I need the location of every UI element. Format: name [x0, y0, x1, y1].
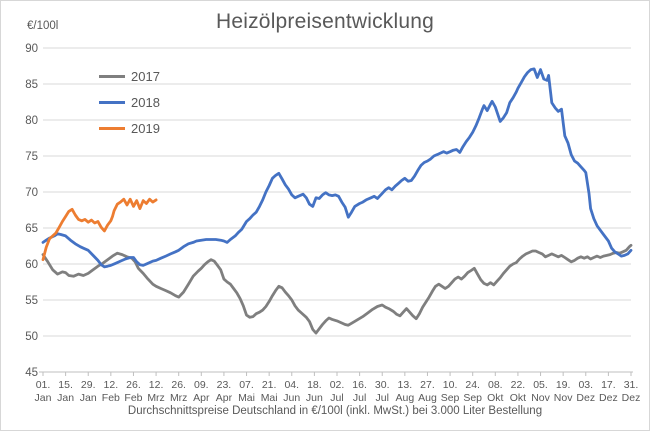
x-tick-label-day: 27. — [420, 379, 435, 391]
x-tick-label-day: 30. — [375, 379, 390, 391]
x-tick-label-month: Nov — [531, 392, 550, 404]
chart-caption: Durchschnittspreise Deutschland in €/100… — [127, 405, 543, 417]
x-tick-label-month: Jan — [80, 392, 97, 404]
legend-swatch-2017 — [99, 74, 125, 78]
x-tick-label-month: Apr — [193, 392, 210, 404]
x-tick-label-day: 18. — [307, 379, 322, 391]
x-tick-label-month: Jul — [376, 392, 389, 404]
x-tick-label-day: 31. — [624, 379, 639, 391]
x-tick-label-day: 19. — [556, 379, 571, 391]
legend-label: 2018 — [131, 94, 160, 110]
x-tick-label-day: 03. — [578, 379, 593, 391]
x-tick-label-day: 12. — [104, 379, 119, 391]
y-axis-unit-label: €/100l — [27, 20, 59, 32]
x-tick-label-day: 09. — [194, 379, 209, 391]
x-tick-label-day: 07. — [239, 379, 254, 391]
x-tick-label-day: 22. — [511, 379, 526, 391]
y-tick-label: 80 — [25, 115, 38, 127]
x-tick-label-day: 10. — [443, 379, 458, 391]
chart-legend: 2017 2018 2019 — [99, 63, 160, 141]
y-tick-label: 60 — [25, 259, 38, 271]
y-tick-label: 70 — [25, 187, 38, 199]
x-tick-label-month: Feb — [124, 392, 142, 404]
legend-item-2019: 2019 — [99, 115, 160, 141]
y-tick-label: 50 — [25, 331, 38, 343]
x-tick-label-month: Okt — [510, 392, 526, 404]
x-tick-label-month: Jul — [353, 392, 366, 404]
legend-swatch-2018 — [99, 100, 125, 104]
x-tick-label-day: 26. — [171, 379, 186, 391]
legend-label: 2019 — [131, 120, 160, 136]
series-line-2018 — [41, 67, 633, 269]
x-tick-label-month: Mai — [238, 392, 255, 404]
x-tick-label-month: Feb — [102, 392, 120, 404]
y-tick-label: 85 — [25, 79, 38, 91]
x-tick-label-month: Sep — [463, 392, 482, 404]
x-tick-label-month: Jan — [35, 392, 52, 404]
x-tick-label-day: 04. — [284, 379, 299, 391]
x-tick-label-month: Dez — [622, 392, 641, 404]
x-tick-label-month: Mrz — [170, 392, 188, 404]
x-tick-label-month: Aug — [418, 392, 437, 404]
x-tick-label-month: Dez — [599, 392, 618, 404]
y-tick-label: 45 — [25, 367, 38, 379]
series-line-2019 — [41, 197, 158, 262]
legend-swatch-2019 — [99, 126, 125, 130]
x-tick-label-day: 12. — [149, 379, 164, 391]
x-tick-label-month: Jul — [330, 392, 343, 404]
x-tick-label-day: 15. — [58, 379, 73, 391]
y-tick-label: 55 — [25, 295, 38, 307]
y-tick-label: 75 — [25, 151, 38, 163]
x-tick-label-month: Dez — [576, 392, 595, 404]
x-tick-label-month: Apr — [216, 392, 233, 404]
x-tick-label-day: 16. — [352, 379, 367, 391]
x-tick-label-day: 26. — [126, 379, 141, 391]
x-tick-label-day: 29. — [81, 379, 96, 391]
x-tick-label-month: Sep — [441, 392, 460, 404]
x-tick-label-day: 21. — [262, 379, 277, 391]
x-tick-label-day: 23. — [217, 379, 232, 391]
x-tick-label-month: Aug — [396, 392, 415, 404]
series-line-2017 — [41, 243, 633, 335]
x-tick-label-day: 02. — [330, 379, 345, 391]
x-tick-label-day: 05. — [533, 379, 548, 391]
x-tick-label-day: 01. — [36, 379, 51, 391]
x-tick-label-day: 17. — [601, 379, 616, 391]
legend-label: 2017 — [131, 68, 160, 84]
x-tick-label-month: Mai — [261, 392, 278, 404]
x-tick-label-month: Jun — [306, 392, 323, 404]
legend-item-2018: 2018 — [99, 89, 160, 115]
y-tick-label: 90 — [25, 43, 38, 55]
y-tick-label: 65 — [25, 223, 38, 235]
x-tick-label-day: 24. — [465, 379, 480, 391]
x-tick-label-month: Mrz — [147, 392, 165, 404]
x-tick-label-month: Okt — [487, 392, 503, 404]
x-tick-label-month: Nov — [554, 392, 573, 404]
chart-title: Heizölpreisentwicklung — [216, 10, 434, 33]
x-tick-label-month: Jun — [283, 392, 300, 404]
x-tick-label-month: Jan — [57, 392, 74, 404]
x-tick-label-day: 13. — [398, 379, 413, 391]
x-tick-label-day: 08. — [488, 379, 503, 391]
legend-item-2017: 2017 — [99, 63, 160, 89]
